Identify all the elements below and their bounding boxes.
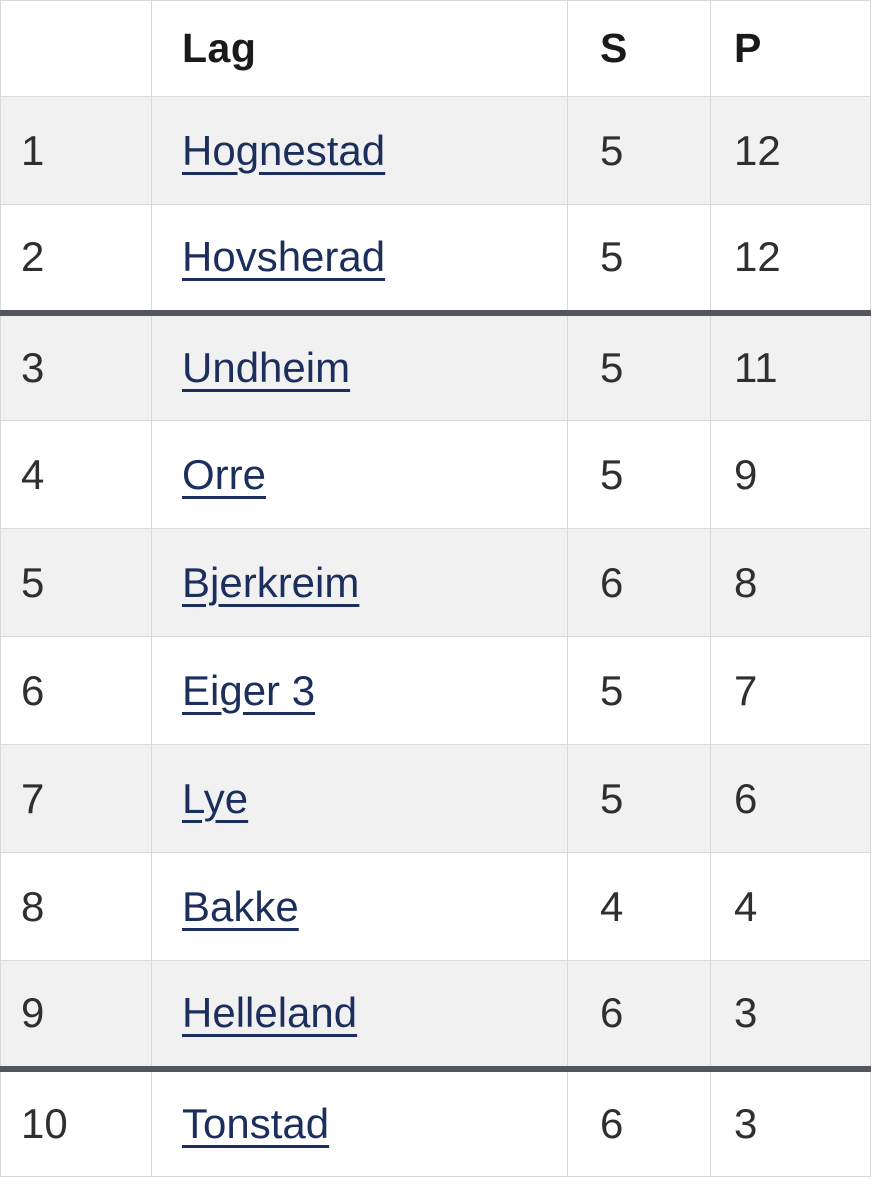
header-row: Lag S P [0, 0, 871, 97]
points-cell: 8 [710, 528, 871, 637]
rank-cell: 10 [0, 1068, 152, 1177]
rank-cell: 2 [0, 204, 152, 313]
team-cell: Eiger 3 [151, 636, 568, 745]
team-cell: Hognestad [151, 96, 568, 205]
team-cell: Bakke [151, 852, 568, 961]
points-cell: 7 [710, 636, 871, 745]
standings-body: 1 Hognestad 5 12 2 Hovsherad 5 12 3 Undh… [0, 96, 871, 1177]
table-row: 2 Hovsherad 5 12 [0, 204, 871, 313]
table-row: 10 Tonstad 6 3 [0, 1068, 871, 1177]
team-link[interactable]: Lye [182, 774, 249, 822]
team-link[interactable]: Hovsherad [182, 233, 386, 281]
team-link[interactable]: Undheim [182, 343, 351, 391]
matches-cell: 4 [567, 852, 711, 961]
standings-table: Lag S P 1 Hognestad 5 12 2 Hovsherad 5 1… [0, 0, 871, 1177]
team-link[interactable]: Bjerkreim [182, 558, 360, 606]
rank-cell: 5 [0, 528, 152, 637]
matches-cell: 5 [567, 312, 711, 421]
team-cell: Lye [151, 744, 568, 853]
team-cell: Hovsherad [151, 204, 568, 313]
points-cell: 4 [710, 852, 871, 961]
rank-cell: 9 [0, 960, 152, 1069]
column-header-rank [0, 0, 152, 97]
points-cell: 11 [710, 312, 871, 421]
team-cell: Tonstad [151, 1068, 568, 1177]
team-link[interactable]: Hognestad [182, 126, 386, 174]
matches-cell: 6 [567, 1068, 711, 1177]
table-row: 7 Lye 5 6 [0, 744, 871, 853]
table-row: 1 Hognestad 5 12 [0, 96, 871, 205]
rank-cell: 7 [0, 744, 152, 853]
team-cell: Helleland [151, 960, 568, 1069]
matches-cell: 6 [567, 960, 711, 1069]
team-cell: Bjerkreim [151, 528, 568, 637]
points-cell: 12 [710, 96, 871, 205]
table-row: 8 Bakke 4 4 [0, 852, 871, 961]
team-link[interactable]: Eiger 3 [182, 666, 316, 714]
table-row: 5 Bjerkreim 6 8 [0, 528, 871, 637]
team-link[interactable]: Helleland [182, 989, 358, 1037]
column-header-s: S [567, 0, 711, 97]
rank-cell: 8 [0, 852, 152, 961]
matches-cell: 6 [567, 528, 711, 637]
column-header-lag: Lag [151, 0, 568, 97]
team-link[interactable]: Orre [182, 450, 266, 498]
points-cell: 9 [710, 420, 871, 529]
points-cell: 12 [710, 204, 871, 313]
rank-cell: 4 [0, 420, 152, 529]
rank-cell: 1 [0, 96, 152, 205]
matches-cell: 5 [567, 744, 711, 853]
matches-cell: 5 [567, 636, 711, 745]
team-cell: Orre [151, 420, 568, 529]
rank-cell: 3 [0, 312, 152, 421]
points-cell: 6 [710, 744, 871, 853]
points-cell: 3 [710, 1068, 871, 1177]
table-header: Lag S P [0, 0, 871, 97]
rank-cell: 6 [0, 636, 152, 745]
matches-cell: 5 [567, 96, 711, 205]
table-row: 9 Helleland 6 3 [0, 960, 871, 1069]
team-cell: Undheim [151, 312, 568, 421]
points-cell: 3 [710, 960, 871, 1069]
team-link[interactable]: Tonstad [182, 1099, 330, 1147]
table-row: 3 Undheim 5 11 [0, 312, 871, 421]
column-header-p: P [710, 0, 871, 97]
matches-cell: 5 [567, 420, 711, 529]
table-row: 6 Eiger 3 5 7 [0, 636, 871, 745]
table-row: 4 Orre 5 9 [0, 420, 871, 529]
matches-cell: 5 [567, 204, 711, 313]
team-link[interactable]: Bakke [182, 882, 299, 930]
